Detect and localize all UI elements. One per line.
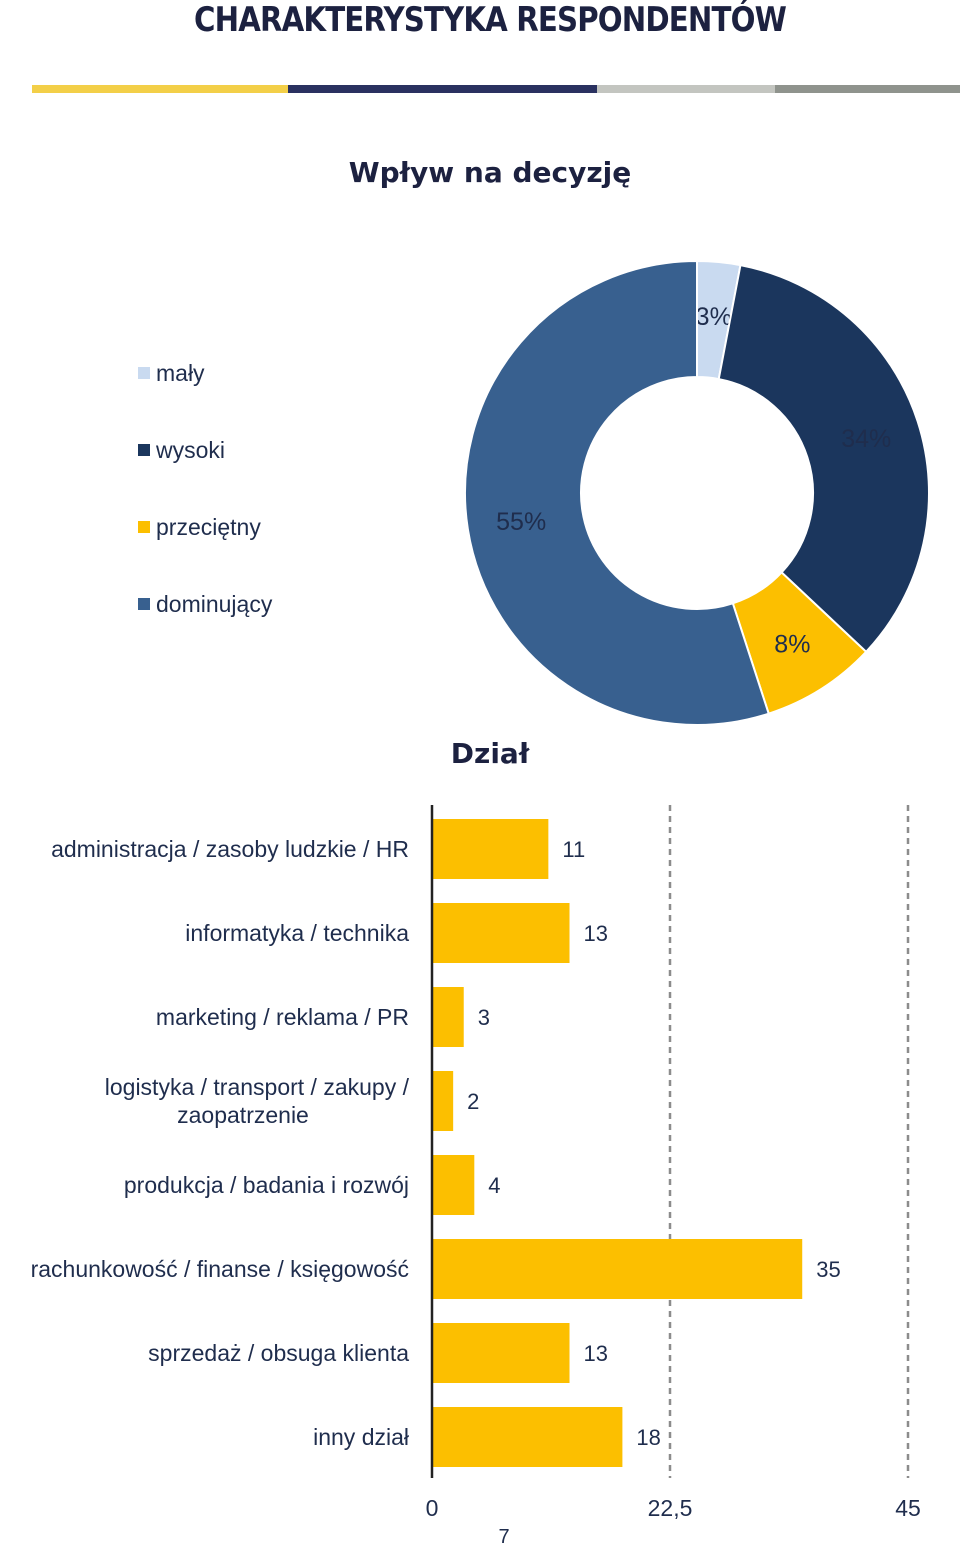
- legend-label: wysoki: [156, 436, 226, 463]
- color-strip-segment: [288, 85, 597, 93]
- color-strip-segment: [32, 85, 288, 93]
- category-label: inny dział: [313, 1424, 409, 1450]
- category-label: zaopatrzenie: [177, 1102, 309, 1128]
- bar-value-label: 13: [584, 1341, 608, 1366]
- slice-label: 3%: [696, 303, 732, 331]
- bar-value-label: 13: [584, 921, 608, 946]
- color-strip-segment: [775, 85, 960, 93]
- legend-swatch: [138, 521, 150, 533]
- legend-item: przeciętny: [138, 512, 261, 542]
- x-tick-label: 22,5: [648, 1495, 693, 1521]
- legend-item: wysoki: [138, 435, 225, 465]
- bar-value-label: 3: [478, 1005, 490, 1030]
- donut-slice: [464, 259, 770, 726]
- bar: [432, 1155, 475, 1215]
- page-title: CHARAKTERYSTYKA RESPONDENTÓW: [193, 0, 787, 40]
- bar: [432, 1323, 570, 1383]
- bar: [432, 987, 464, 1047]
- legend-label: mały: [156, 359, 205, 386]
- slice-label: 8%: [774, 630, 810, 658]
- category-label: produkcja / badania i rozwój: [124, 1172, 409, 1198]
- bar: [432, 1407, 623, 1467]
- bar-value-label: 2: [467, 1089, 479, 1114]
- bar: [432, 903, 570, 963]
- bar-chart-title: Dział: [450, 737, 530, 770]
- category-label: logistyka / transport / zakupy /: [105, 1074, 410, 1100]
- legend-item: mały: [138, 358, 205, 388]
- x-tick-label: 0: [426, 1495, 439, 1521]
- legend-label: przeciętny: [156, 513, 261, 540]
- category-label: marketing / reklama / PR: [156, 1004, 409, 1030]
- pie-chart-title: Wpływ na decyzję: [348, 156, 632, 189]
- bar: [432, 1239, 803, 1299]
- category-label: rachunkowość / finanse / księgowość: [31, 1256, 409, 1282]
- x-tick-label: 45: [895, 1495, 921, 1521]
- color-strip-segment: [597, 85, 775, 93]
- bar-value-label: 11: [562, 837, 585, 862]
- legend-swatch: [138, 367, 150, 379]
- category-label: informatyka / technika: [185, 920, 409, 946]
- bar-value-label: 4: [488, 1173, 500, 1198]
- category-label: sprzedaż / obsuga klienta: [148, 1340, 409, 1366]
- bar: [432, 1071, 454, 1131]
- bar-value-label: 18: [636, 1425, 660, 1450]
- x-extra-label: 7: [498, 1526, 509, 1545]
- donut-chart: 3% 34% 8% 55%: [464, 259, 930, 726]
- legend-swatch: [138, 598, 150, 610]
- legend-item: dominujący: [138, 589, 272, 619]
- legend-label: dominujący: [156, 590, 273, 617]
- legend-swatch: [138, 444, 150, 456]
- slice-label: 55%: [496, 508, 546, 536]
- category-label: administracja / zasoby ludzkie / HR: [51, 836, 409, 862]
- slice-label: 34%: [841, 425, 891, 453]
- bar-value-label: 35: [816, 1257, 840, 1282]
- donut-slice: [717, 263, 930, 654]
- bar: [432, 819, 549, 879]
